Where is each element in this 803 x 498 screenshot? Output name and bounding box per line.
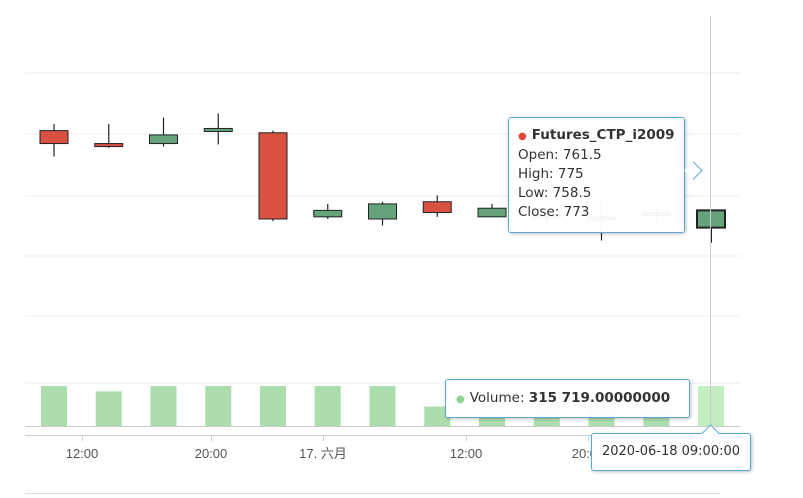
candle-body: [94, 143, 124, 148]
tooltip-low: Low: 758.5: [518, 185, 592, 201]
volume-bar: [369, 386, 396, 426]
volume-bar: [150, 386, 177, 426]
candle: [477, 203, 507, 218]
x-tick-label: 20:00: [195, 446, 228, 461]
candle-body: [422, 201, 452, 214]
volume-label: Volume:: [469, 390, 529, 406]
volume-bar: [205, 386, 232, 426]
candle-body: [368, 203, 397, 220]
volume-bar: [41, 386, 67, 426]
candle: [39, 124, 69, 157]
volume-bar: [424, 406, 451, 426]
candle: [149, 117, 178, 147]
tooltip-series-row: ● Futures_CTP_i2009: [518, 126, 675, 146]
x-tick-label: 17. 六月: [299, 446, 347, 461]
volume-tooltip: ● Volume: 315 719.00000000: [445, 379, 690, 418]
x-tick-label: 12:00: [450, 446, 483, 461]
volume-dot-icon: ●: [456, 394, 465, 405]
candle: [258, 130, 288, 222]
crosshair-time-label: 2020-06-18 09:00:00: [591, 424, 751, 471]
tooltip-series-name: Futures_CTP_i2009: [531, 127, 675, 143]
candle: [422, 195, 452, 217]
candle: [203, 113, 233, 145]
candle-body: [477, 207, 507, 218]
candle-body: [203, 127, 233, 132]
candle-body: [313, 209, 343, 218]
series-dot-icon: ●: [518, 131, 527, 142]
grid-lines: [25, 72, 740, 494]
candle-body: [39, 130, 69, 145]
volume-value: 315 719.00000000: [528, 390, 671, 406]
tooltip-high: High: 775: [518, 166, 584, 182]
x-axis: 12:00 20:00 17. 六月 12:00 20:00: [66, 436, 604, 461]
crosshair-time-text: 2020-06-18 09:00:00: [601, 444, 741, 459]
tooltip-close: Close: 773: [518, 204, 590, 220]
volume-bar: [479, 415, 505, 426]
candle: [313, 203, 343, 219]
candle-body: [149, 134, 178, 145]
tooltip-open: Open: 761.5: [518, 147, 602, 163]
candle-body: [258, 132, 288, 220]
volume-bar: [314, 386, 341, 426]
x-tick-label: 12:00: [66, 446, 99, 461]
volume-bar: [260, 386, 286, 426]
candle: [368, 201, 397, 226]
candle: [94, 124, 124, 148]
volume-bar: [95, 391, 122, 426]
price-tooltip: ● Futures_CTP_i2009 Open: 761.5 High: 775…: [508, 117, 703, 233]
